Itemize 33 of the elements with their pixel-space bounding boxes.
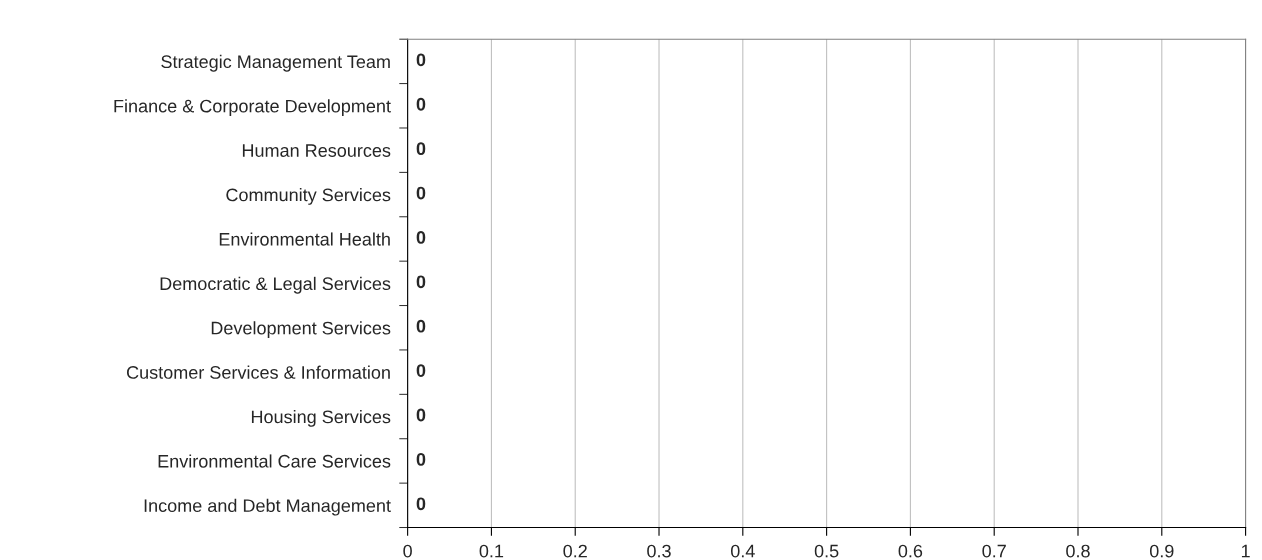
x-tick-label: 0.1 xyxy=(479,544,504,558)
y-tick-label: Income and Debt Management xyxy=(144,498,391,516)
data-label: 0 xyxy=(416,497,426,511)
data-label: 0 xyxy=(416,231,426,244)
y-tick-label: Human Resources xyxy=(242,144,391,157)
y-tick-label: Democratic & Legal Services xyxy=(160,276,391,294)
x-tick-label: 0 xyxy=(403,544,412,558)
x-tick-label: 0.8 xyxy=(1066,544,1090,558)
x-tick-label: 1 xyxy=(1241,544,1250,558)
data-label: 0 xyxy=(416,97,426,111)
data-label: 0 xyxy=(416,53,426,67)
y-tick-label: Finance & Corporate Development xyxy=(114,99,391,117)
data-label: 0 xyxy=(416,142,426,156)
x-tick-label: 0.3 xyxy=(647,544,671,558)
x-tick-label: 0.2 xyxy=(563,544,587,558)
y-tick-label: Community Services xyxy=(226,188,391,205)
y-tick-label: Customer Services & Information xyxy=(126,365,390,379)
y-tick-label: Housing Services xyxy=(251,410,391,427)
data-label: 0 xyxy=(416,275,426,289)
x-tick-label: 0.5 xyxy=(814,544,839,558)
data-label: 0 xyxy=(416,186,426,200)
y-tick-label: Environmental Care Services xyxy=(158,454,391,468)
data-label: 0 xyxy=(416,364,426,377)
x-tick-label: 0.4 xyxy=(730,544,755,558)
data-label: 0 xyxy=(416,452,426,466)
x-tick-label: 0.7 xyxy=(982,544,1006,558)
y-tick-label: Environmental Health xyxy=(219,232,390,246)
x-tick-label: 0.6 xyxy=(898,544,923,558)
y-tick-label: Development Services xyxy=(211,321,391,339)
data-label: 0 xyxy=(416,408,426,422)
data-label: 0 xyxy=(416,319,426,333)
y-tick-label: Strategic Management Team xyxy=(161,54,390,72)
x-tick-label: 0.9 xyxy=(1149,544,1174,558)
